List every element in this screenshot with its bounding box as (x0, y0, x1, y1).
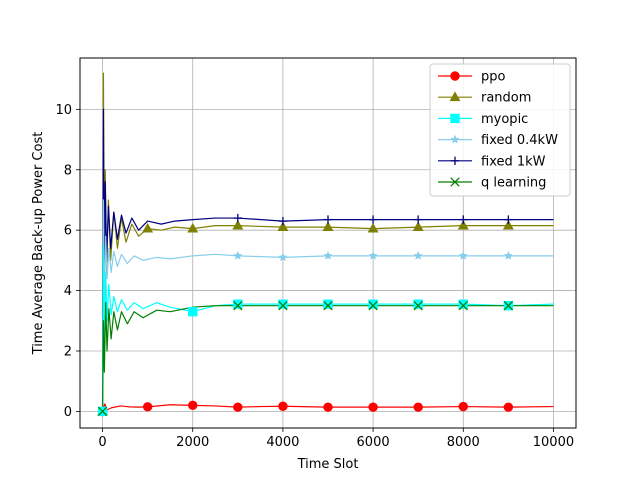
data-point-2 (368, 299, 378, 309)
data-point-1 (502, 219, 514, 230)
data-point-0 (458, 401, 468, 412)
data-point-5 (233, 301, 243, 311)
data-point-2 (413, 299, 423, 309)
x-tick-label: 4000 (266, 435, 299, 450)
data-point-0 (278, 401, 288, 411)
legend: ppo random myopic fixed 0.4kW fixed 1kW q lea… (429, 63, 571, 197)
y-tick-label: 4 (64, 284, 72, 299)
data-point-5 (323, 301, 333, 311)
data-point-0 (233, 402, 243, 412)
x-tick-label: 8000 (447, 435, 480, 450)
legend-label: fixed 0.4kW (481, 133, 558, 148)
x-tick-label: 0 (98, 435, 106, 450)
data-point-1 (367, 222, 379, 233)
x-axis-label: Time Slot (297, 457, 359, 472)
data-point-1 (187, 222, 199, 233)
data-point-0 (368, 402, 378, 412)
y-tick-label: 6 (64, 224, 72, 239)
series-markers (97, 213, 514, 417)
data-point-1 (457, 219, 469, 230)
data-point-0 (188, 400, 198, 411)
x-tick-label: 2000 (176, 435, 209, 450)
axis-ticks: 0 2000 4000 6000 8000 10000 0 2 4 6 8 10 (55, 103, 574, 450)
data-point-2 (458, 299, 468, 309)
plot-frame (79, 57, 577, 429)
data-point-3 (503, 250, 513, 260)
legend-label: myopic (481, 112, 528, 127)
data-point-3 (278, 252, 288, 262)
data-point-0 (142, 402, 153, 412)
data-point-1 (232, 219, 244, 230)
legend-label: ppo (481, 70, 506, 85)
data-point-5 (278, 301, 288, 311)
series-line-0 (101, 403, 554, 412)
legend-label: q learning (481, 176, 546, 191)
data-point-4 (413, 215, 423, 224)
y-tick-label: 0 (64, 405, 72, 420)
legend-marker (450, 71, 460, 81)
data-point-5 (503, 301, 514, 311)
legend-marker (450, 177, 460, 187)
x-tick-label: 6000 (357, 435, 390, 450)
data-point-3 (413, 250, 423, 260)
data-point-1 (277, 221, 289, 232)
legend-marker (450, 134, 460, 144)
data-point-2 (323, 299, 333, 309)
data-point-5 (413, 301, 423, 311)
data-point-5 (97, 406, 108, 417)
data-point-3 (233, 250, 243, 260)
x-tick-label: 10000 (533, 435, 574, 450)
data-point-0 (323, 402, 333, 412)
data-point-4 (368, 215, 378, 224)
data-point-1 (142, 222, 154, 233)
series-line-4 (101, 108, 554, 412)
data-point-4 (459, 215, 468, 224)
legend-marker (450, 156, 460, 165)
y-tick-label: 2 (64, 344, 72, 359)
data-point-3 (323, 250, 333, 260)
data-point-2 (188, 307, 198, 317)
data-point-3 (368, 250, 378, 260)
data-point-4 (233, 213, 243, 223)
data-point-2 (278, 299, 288, 309)
legend-marker (450, 113, 460, 124)
legend-label: fixed 1kW (481, 154, 546, 169)
data-point-0 (413, 402, 423, 412)
data-point-1 (322, 221, 334, 232)
data-point-4 (323, 215, 333, 224)
y-axis-label: Time Average Back-up Power Cost (31, 132, 46, 356)
data-point-4 (504, 215, 513, 224)
legend-label: random (481, 91, 531, 106)
legend-marker (449, 91, 461, 102)
data-point-2 (233, 299, 243, 309)
data-point-3 (458, 250, 468, 260)
data-point-1 (412, 221, 424, 232)
data-point-4 (278, 216, 288, 226)
data-point-5 (458, 301, 468, 311)
y-tick-label: 10 (55, 103, 72, 118)
data-point-0 (503, 402, 514, 412)
y-tick-label: 8 (64, 163, 72, 178)
data-point-5 (368, 301, 378, 311)
